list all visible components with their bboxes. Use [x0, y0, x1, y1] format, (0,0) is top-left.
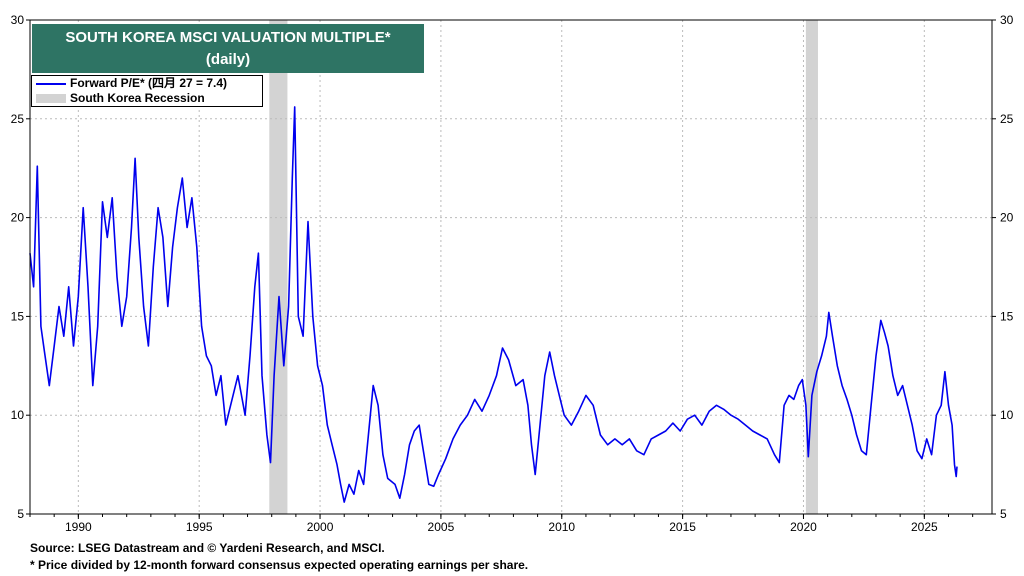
x-tick-label: 2025 [911, 520, 938, 534]
legend-swatch-recession [36, 94, 66, 103]
x-tick-label: 2000 [307, 520, 334, 534]
x-tick-label: 2005 [428, 520, 455, 534]
y-tick-label-left: 25 [11, 112, 25, 126]
y-tick-label-right: 15 [1000, 309, 1014, 323]
y-tick-label-left: 20 [11, 211, 25, 225]
y-tick-label-right: 10 [1000, 408, 1014, 422]
series-layer [29, 106, 958, 503]
y-tick-label-left: 30 [11, 13, 25, 27]
chart-title: SOUTH KOREA MSCI VALUATION MULTIPLE* [65, 29, 391, 46]
legend-swatch-line [36, 83, 66, 85]
x-tick-label: 2015 [669, 520, 696, 534]
x-tick-label: 2020 [790, 520, 817, 534]
series-line-forward-pe [29, 106, 958, 503]
y-tick-label-left: 10 [11, 408, 25, 422]
y-tick-label-right: 5 [1000, 507, 1007, 521]
x-tick-label: 1990 [65, 520, 92, 534]
legend-label-recession: South Korea Recession [70, 91, 205, 105]
y-tick-label-right: 20 [1000, 211, 1014, 225]
footnote-definition: * Price divided by 12-month forward cons… [30, 558, 529, 572]
y-tick-label-left: 5 [17, 507, 24, 521]
y-tick-label-right: 25 [1000, 112, 1014, 126]
chart-subtitle: (daily) [205, 51, 251, 68]
legend-item-recession: South Korea Recession [32, 91, 262, 106]
x-tick-label: 1995 [186, 520, 213, 534]
recession-layer [269, 20, 818, 514]
legend-item-forward-pe: Forward P/E* (四月 27 = 7.4) [32, 76, 262, 91]
legend-label-forward-pe: Forward P/E* (四月 27 = 7.4) [70, 76, 228, 90]
x-tick-label: 2010 [548, 520, 575, 534]
plot-frame [29, 19, 993, 515]
y-tick-label-right: 30 [1000, 13, 1014, 27]
footnote-source: Source: LSEG Datastream and © Yardeni Re… [30, 541, 385, 555]
recession-band [805, 20, 818, 514]
chart-title-box: SOUTH KOREA MSCI VALUATION MULTIPLE* (da… [32, 24, 424, 73]
y-tick-label-left: 15 [11, 309, 25, 323]
grid-layer [30, 20, 992, 514]
legend: Forward P/E* (四月 27 = 7.4) South Korea R… [31, 75, 263, 107]
